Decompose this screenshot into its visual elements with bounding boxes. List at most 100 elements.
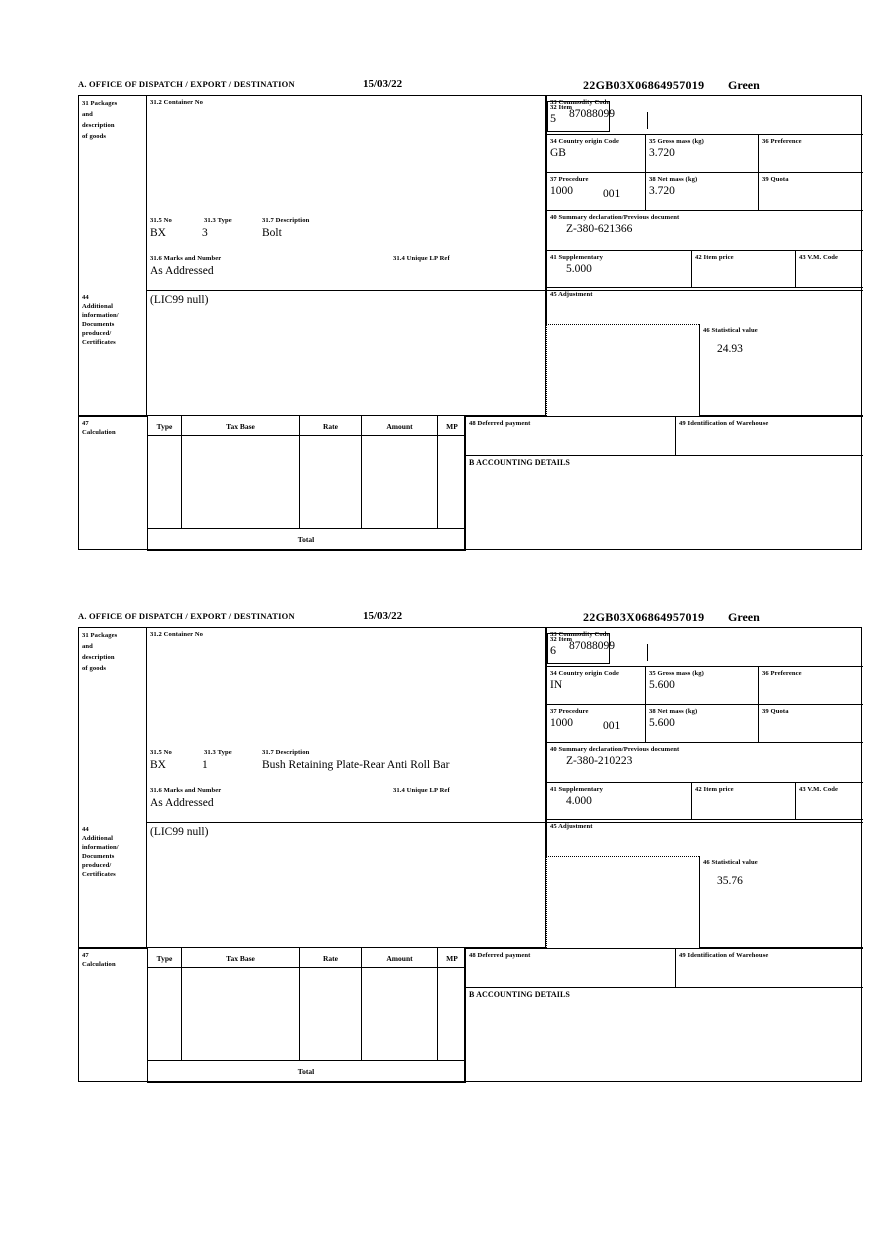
summary-declaration-value: Z-380-210223 — [566, 755, 633, 767]
calc-col-mp: MP — [446, 422, 458, 431]
right-column-divider — [545, 96, 546, 416]
box-36-preference: 36 Preference — [759, 135, 863, 173]
procedure-additional-value: 001 — [603, 720, 621, 732]
box-36-preference: 36 Preference — [759, 667, 863, 705]
additional-information-value: (LIC99 null) — [150, 826, 209, 838]
commodity-code-value: 87088099 — [569, 640, 615, 652]
box-43-vm-code: 43 V.M. Code — [796, 251, 863, 288]
gross-mass-value: 3.720 — [649, 147, 675, 159]
package-type-value: 3 — [202, 227, 208, 239]
box-42-item-price: 42 Item price — [692, 251, 796, 288]
box-b-accounting-details: B ACCOUNTING DETAILS — [465, 456, 863, 551]
box-44-label: 44 Additional information/ Documents pro… — [79, 823, 147, 948]
net-mass-value: 5.600 — [649, 717, 675, 729]
statistical-value-amount: 35.76 — [717, 875, 743, 887]
box-31-goods-description: 31.2 Container No 31.5 No 31.3 Type 31.7… — [147, 628, 863, 823]
statistical-value-amount: 24.93 — [717, 343, 743, 355]
box-48-deferred-payment: 48 Deferred payment — [465, 416, 676, 456]
box-39-quota: 39 Quota — [759, 705, 863, 743]
calculation-body — [148, 968, 464, 1061]
calc-col-amount: Amount — [386, 954, 413, 963]
box-34-country-origin: 34 Country origin Code IN — [546, 667, 646, 705]
box-46-statistical-value: 46 Statistical value 24.93 — [699, 324, 863, 416]
declaration-status: Green — [728, 610, 760, 624]
commodity-code-tick — [647, 112, 648, 129]
calculation-header-row: Type Tax Base Rate Amount MP — [148, 416, 464, 436]
box-45-dotted-left-border — [546, 856, 547, 948]
box-35-gross-mass: 35 Gross mass (kg) 3.720 — [646, 135, 759, 173]
box-49-warehouse-identification: 49 Identification of Warehouse — [676, 948, 863, 988]
office-of-dispatch-label: A. OFFICE OF DISPATCH / EXPORT / DESTINA… — [78, 79, 295, 89]
box-45-dotted-top-border — [546, 324, 699, 325]
box-44-additional-information: (LIC99 null) — [147, 823, 545, 948]
box-42-item-price: 42 Item price — [692, 783, 796, 820]
box-34-country-origin: 34 Country origin Code GB — [546, 135, 646, 173]
procedure-value: 1000 — [550, 717, 573, 729]
supplementary-value: 4.000 — [566, 795, 592, 807]
box-31-goods-description: 31.2 Container No 31.5 No 31.3 Type 31.7… — [147, 96, 863, 291]
box-32-item-number: 32 Item 5 — [547, 101, 610, 132]
calc-col-amount: Amount — [386, 422, 413, 431]
box-37-procedure: 37 Procedure 1000 001 — [546, 705, 646, 743]
country-origin-value: GB — [550, 147, 566, 159]
calc-col-type: Type — [156, 422, 173, 431]
procedure-value: 1000 — [550, 185, 573, 197]
box-b-accounting-details: B ACCOUNTING DETAILS — [465, 988, 863, 1083]
box-47-calculation-table: Type Tax Base Rate Amount MP Total — [147, 416, 465, 551]
net-mass-value: 3.720 — [649, 185, 675, 197]
package-no-value: BX — [150, 227, 166, 239]
box-48-deferred-payment: 48 Deferred payment — [465, 948, 676, 988]
box-31-label: 31 Packages and description of goods — [79, 96, 147, 291]
box-45-dotted-top-border — [546, 856, 699, 857]
declaration-reference: 22GB03X06864957019 — [583, 78, 705, 92]
box-49-warehouse-identification: 49 Identification of Warehouse — [676, 416, 863, 456]
box-32-item-number: 32 Item 6 — [547, 633, 610, 664]
box-43-vm-code: 43 V.M. Code — [796, 783, 863, 820]
box-31-label: 31 Packages and description of goods — [79, 628, 147, 823]
box-45-adjustment: 45 Adjustment — [546, 820, 863, 856]
calc-col-rate: Rate — [323, 954, 338, 963]
declaration-reference: 22GB03X06864957019 — [583, 610, 705, 624]
box-40-summary-declaration: 40 Summary declaration/Previous document… — [546, 743, 863, 783]
declaration-date: 15/03/22 — [363, 78, 403, 90]
calculation-total-row: Total — [148, 529, 464, 550]
sad-grid: 31 Packages and description of goods 31.… — [78, 627, 863, 1083]
box-31-2-container-no-group: 31.2 Container No — [150, 99, 204, 106]
calc-col-rate: Rate — [323, 422, 338, 431]
box-31-marks-row: 31.6 Marks and Number 31.4 Unique LP Ref… — [150, 787, 450, 809]
box-33-commodity-code: 33 Commodity Code 87088099 — [546, 96, 863, 135]
calc-total-label: Total — [297, 535, 315, 544]
marks-and-number-value: As Addressed — [150, 265, 214, 277]
box-33-commodity-code: 33 Commodity Code 87088099 — [546, 628, 863, 667]
summary-declaration-value: Z-380-621366 — [566, 223, 633, 235]
calc-col-tax-base: Tax Base — [226, 422, 255, 431]
box-45-dotted-left-border — [546, 324, 547, 416]
box-47-calculation-table: Type Tax Base Rate Amount MP Total — [147, 948, 465, 1083]
office-of-dispatch-label: A. OFFICE OF DISPATCH / EXPORT / DESTINA… — [78, 611, 295, 621]
package-no-value: BX — [150, 759, 166, 771]
item-number-value: 6 — [550, 643, 556, 657]
right-column-divider — [545, 628, 546, 948]
box-35-gross-mass: 35 Gross mass (kg) 5.600 — [646, 667, 759, 705]
marks-and-number-value: As Addressed — [150, 797, 214, 809]
box-40-summary-declaration: 40 Summary declaration/Previous document… — [546, 211, 863, 251]
item-number-value: 5 — [550, 111, 556, 125]
package-type-value: 1 — [202, 759, 208, 771]
goods-description-value: Bush Retaining Plate-Rear Anti Roll Bar — [262, 759, 450, 771]
box-31-marks-row: 31.6 Marks and Number 31.4 Unique LP Ref… — [150, 255, 450, 277]
calculation-total-row: Total — [148, 1061, 464, 1082]
calc-col-type: Type — [156, 954, 173, 963]
calculation-body — [148, 436, 464, 529]
calc-col-tax-base: Tax Base — [226, 954, 255, 963]
box-44-label: 44 Additional information/ Documents pro… — [79, 291, 147, 416]
box-47-label: 47 Calculation — [79, 416, 147, 551]
goods-description-value: Bolt — [262, 227, 282, 239]
box-44-additional-information: (LIC99 null) — [147, 291, 545, 416]
sad-form-item-5: A. OFFICE OF DISPATCH / EXPORT / DESTINA… — [78, 78, 863, 551]
box-31-2-container-no-group: 31.2 Container No — [150, 631, 204, 638]
commodity-code-tick — [647, 644, 648, 661]
box-47-label: 47 Calculation — [79, 948, 147, 1083]
commodity-code-value: 87088099 — [569, 108, 615, 120]
declaration-status: Green — [728, 78, 760, 92]
